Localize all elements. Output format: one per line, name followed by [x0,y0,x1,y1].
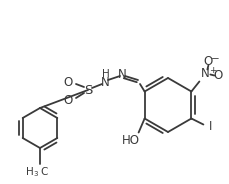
Text: H: H [102,69,109,79]
Text: −: − [210,54,219,65]
Text: I: I [208,120,211,133]
Text: H: H [26,167,34,177]
Text: O: O [63,93,72,107]
Text: N: N [100,77,109,89]
Text: +: + [208,66,215,75]
Text: O: O [203,55,212,68]
Text: N: N [117,68,126,82]
Text: HO: HO [121,134,139,147]
Text: O: O [63,75,72,89]
Text: 3: 3 [34,171,38,176]
Text: O: O [213,69,222,82]
Text: S: S [83,84,92,96]
Text: C: C [40,167,47,177]
Text: N: N [200,67,209,80]
